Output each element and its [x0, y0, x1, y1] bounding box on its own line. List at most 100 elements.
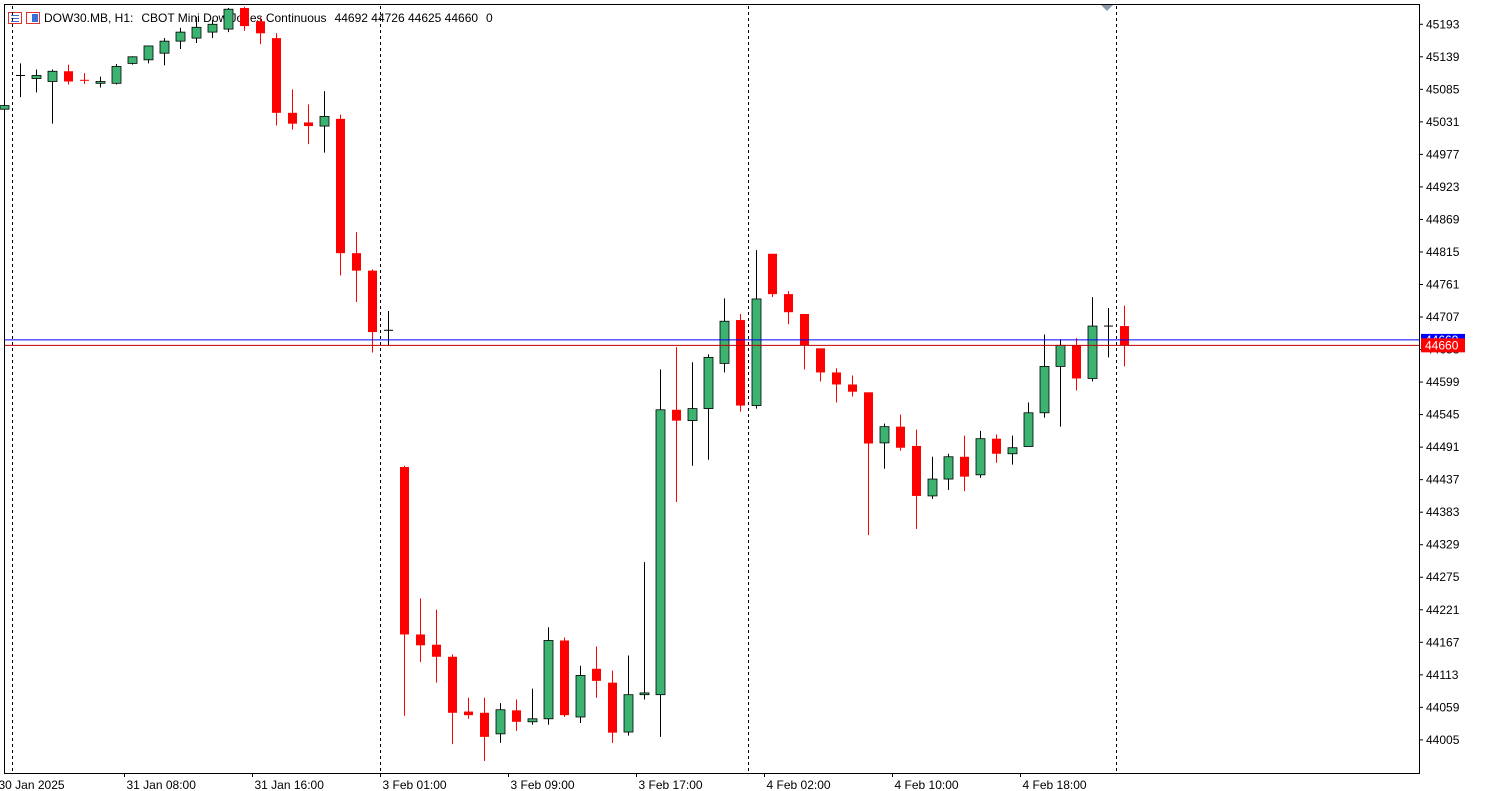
candle[interactable] — [304, 104, 313, 145]
candle[interactable] — [848, 375, 857, 397]
candle-body — [736, 320, 745, 406]
candle[interactable] — [400, 465, 409, 716]
candle[interactable] — [623, 655, 634, 736]
candle[interactable] — [288, 89, 297, 130]
y-tick-label: 44599 — [1426, 375, 1460, 389]
candle[interactable] — [703, 354, 714, 460]
candle[interactable] — [560, 637, 569, 717]
candle[interactable] — [527, 688, 538, 725]
candle[interactable] — [639, 562, 650, 700]
candle[interactable] — [608, 670, 617, 743]
candle[interactable] — [464, 697, 473, 719]
candle[interactable] — [1023, 402, 1034, 447]
candle[interactable] — [672, 347, 681, 502]
candle[interactable] — [800, 314, 809, 370]
candle[interactable] — [1120, 305, 1129, 367]
candle[interactable] — [879, 423, 890, 469]
candle[interactable] — [495, 703, 506, 743]
candle[interactable] — [975, 430, 986, 478]
candle[interactable] — [575, 665, 586, 724]
candle[interactable] — [143, 45, 154, 64]
candle[interactable] — [816, 348, 825, 382]
candle[interactable] — [336, 114, 345, 276]
candle[interactable] — [240, 6, 249, 31]
candle[interactable] — [256, 17, 265, 45]
candle[interactable] — [272, 33, 281, 126]
candle[interactable] — [784, 291, 793, 325]
y-tick-label: 44491 — [1426, 440, 1460, 454]
candle[interactable] — [352, 232, 361, 302]
candle-body — [1072, 345, 1081, 379]
candle-body — [896, 426, 905, 448]
candle-body — [575, 675, 586, 718]
plot-frame — [4, 4, 1420, 774]
x-tick-label: 31 Jan 08:00 — [127, 778, 197, 791]
candle[interactable] — [512, 699, 521, 731]
candle[interactable] — [80, 73, 89, 84]
candle-body — [527, 718, 538, 723]
candle-body — [992, 438, 1001, 454]
candle[interactable] — [159, 38, 170, 66]
candle[interactable] — [175, 27, 186, 49]
candle[interactable] — [1072, 338, 1081, 391]
candle[interactable] — [0, 103, 10, 117]
candle[interactable] — [1104, 307, 1113, 358]
candle-body — [687, 408, 698, 422]
y-tick-label: 44977 — [1426, 147, 1460, 161]
candle[interactable] — [736, 314, 745, 412]
candle[interactable] — [927, 456, 938, 499]
scroll-marker-icon[interactable] — [1101, 5, 1113, 11]
candle[interactable] — [864, 392, 873, 536]
candle-body — [927, 478, 938, 497]
candle[interactable] — [31, 69, 42, 93]
y-tick-label: 44005 — [1426, 733, 1460, 747]
candle[interactable] — [719, 298, 730, 373]
candle-body — [703, 356, 714, 409]
candle[interactable] — [1087, 297, 1098, 382]
candle[interactable] — [111, 64, 122, 85]
candle-body — [480, 712, 489, 737]
candle[interactable] — [768, 253, 777, 298]
candle[interactable] — [592, 646, 601, 698]
candle[interactable] — [960, 435, 969, 492]
candle[interactable] — [319, 91, 330, 153]
candle[interactable] — [1007, 435, 1018, 465]
candle[interactable] — [191, 17, 202, 43]
candle-body — [304, 122, 313, 127]
candle-body — [47, 70, 58, 82]
candle[interactable] — [47, 69, 58, 124]
candle[interactable] — [95, 76, 106, 88]
candle-body — [223, 8, 234, 30]
candle[interactable] — [543, 627, 554, 725]
candle[interactable] — [448, 654, 457, 745]
x-tick-label: 3 Feb 17:00 — [639, 778, 703, 791]
chart-type-icon[interactable] — [26, 12, 40, 24]
candle[interactable] — [992, 434, 1001, 463]
candle[interactable] — [943, 453, 954, 490]
price-axis[interactable]: 45193 45139 45085 45031 44977 44923 44869 44815… — [1419, 17, 1465, 747]
candle[interactable] — [207, 20, 218, 39]
candle[interactable] — [368, 269, 377, 353]
y-tick-label: 44167 — [1426, 635, 1460, 649]
candle[interactable] — [1039, 334, 1050, 418]
chart-list-icon[interactable] — [8, 12, 22, 24]
candle[interactable] — [751, 250, 762, 409]
candle[interactable] — [223, 8, 234, 33]
candle[interactable] — [832, 368, 841, 403]
candle[interactable] — [912, 429, 921, 530]
candle[interactable] — [655, 369, 666, 737]
candle[interactable] — [432, 609, 441, 683]
candle[interactable] — [480, 697, 489, 761]
time-axis[interactable]: 30 Jan 2025 31 Jan 08:00 31 Jan 16:00 3 Feb… — [0, 773, 1087, 791]
candle[interactable] — [687, 362, 698, 466]
candle[interactable] — [416, 598, 425, 663]
candle-body — [1007, 447, 1018, 455]
candle[interactable] — [16, 63, 25, 98]
candle[interactable] — [64, 64, 73, 85]
candle-body — [943, 456, 954, 480]
candle-body — [464, 711, 473, 716]
candle[interactable] — [1055, 339, 1066, 427]
candle[interactable] — [896, 414, 905, 451]
candle[interactable] — [127, 56, 138, 65]
